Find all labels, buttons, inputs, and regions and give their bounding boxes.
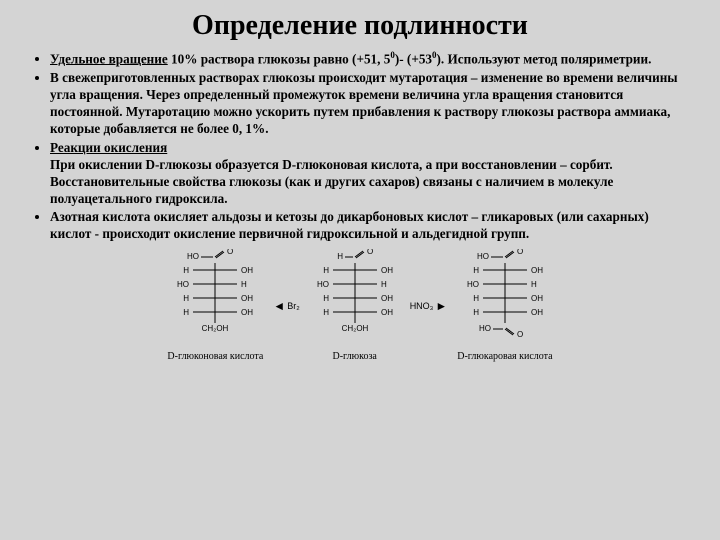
molecule-2: HOHOHHOHHOHHOHCH₂OH D-глюкоза <box>310 249 400 362</box>
svg-text:OH: OH <box>531 294 543 303</box>
bullet-list: Удельное вращение 10% раствора глюкозы р… <box>28 50 692 243</box>
svg-text:CH₂OH: CH₂OH <box>341 324 368 333</box>
svg-text:HO: HO <box>317 280 329 289</box>
svg-text:H: H <box>337 252 343 261</box>
svg-text:H: H <box>184 266 190 275</box>
arrow-right: HNO₃► <box>410 299 448 313</box>
svg-text:H: H <box>381 280 387 289</box>
svg-text:H: H <box>323 308 329 317</box>
page-title: Определение подлинности <box>28 10 692 42</box>
svg-text:O: O <box>517 249 523 256</box>
svg-text:O: O <box>517 330 523 339</box>
svg-text:OH: OH <box>381 294 393 303</box>
bullet-item: В свежеприготовленных растворах глюкозы … <box>50 70 692 138</box>
svg-text:HO: HO <box>177 280 189 289</box>
caption-3: D-глюкаровая кислота <box>457 351 552 362</box>
bullet-item: Азотная кислота окисляет альдозы и кетоз… <box>50 209 692 243</box>
svg-text:HO: HO <box>467 280 479 289</box>
svg-text:OH: OH <box>241 294 253 303</box>
molecule-3: HOOHOHHOHHOHHOHHOO D-глюкаровая кислота <box>457 249 552 362</box>
svg-text:H: H <box>531 280 537 289</box>
svg-text:H: H <box>473 294 479 303</box>
svg-text:H: H <box>241 280 247 289</box>
caption-1: D-глюконовая кислота <box>167 351 263 362</box>
svg-text:H: H <box>473 308 479 317</box>
svg-text:O: O <box>367 249 373 256</box>
svg-text:OH: OH <box>241 266 253 275</box>
svg-text:HO: HO <box>479 324 491 333</box>
svg-text:H: H <box>473 266 479 275</box>
svg-text:OH: OH <box>241 308 253 317</box>
molecule-1: HOOHOHHOHHOHHOHCH₂OH D-глюконовая кислот… <box>167 249 263 362</box>
svg-text:HO: HO <box>477 252 489 261</box>
svg-text:H: H <box>184 308 190 317</box>
svg-text:H: H <box>323 294 329 303</box>
svg-text:H: H <box>323 266 329 275</box>
svg-text:H: H <box>184 294 190 303</box>
svg-text:OH: OH <box>531 266 543 275</box>
caption-2: D-глюкоза <box>333 351 377 362</box>
svg-text:OH: OH <box>381 308 393 317</box>
bullet-item: Удельное вращение 10% раствора глюкозы р… <box>50 50 692 68</box>
chemistry-row: HOOHOHHOHHOHHOHCH₂OH D-глюконовая кислот… <box>28 249 692 362</box>
svg-text:CH₂OH: CH₂OH <box>202 324 229 333</box>
bullet-item: Реакции окисленияПри окислении D-глюкозы… <box>50 140 692 208</box>
svg-text:OH: OH <box>531 308 543 317</box>
svg-text:HO: HO <box>187 252 199 261</box>
svg-text:OH: OH <box>381 266 393 275</box>
arrow-left: ◄Br₂ <box>273 299 299 313</box>
svg-text:O: O <box>227 249 233 256</box>
